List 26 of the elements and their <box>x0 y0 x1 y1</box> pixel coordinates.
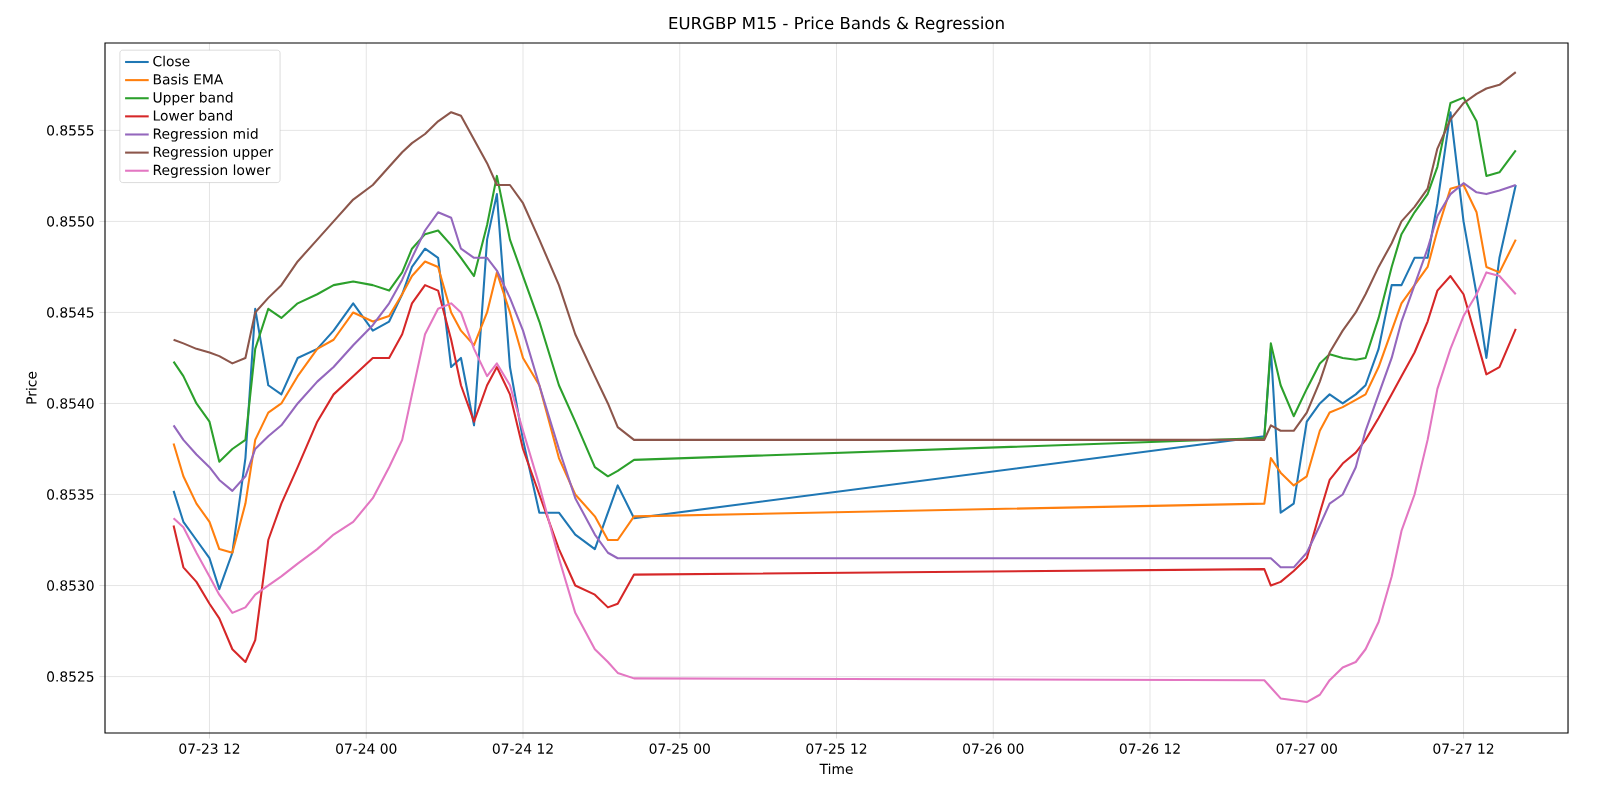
x-tick-label: 07-25 12 <box>806 743 867 754</box>
legend-label: Regression upper <box>153 146 274 160</box>
legend-label: Regression lower <box>153 164 271 178</box>
x-tick-label: 07-25 00 <box>649 743 710 754</box>
x-tick-label: 07-26 00 <box>963 743 1024 754</box>
x-tick-label: 07-27 00 <box>1276 743 1337 754</box>
legend-label: Regression mid <box>153 128 258 142</box>
y-tick-label: 0.8550 <box>47 216 94 227</box>
y-tick-label: 0.8540 <box>47 398 94 409</box>
y-tick-label: 0.8545 <box>47 307 94 318</box>
x-tick-label: 07-26 12 <box>1119 743 1180 754</box>
legend-label: Basis EMA <box>153 73 224 85</box>
x-tick-label: 07-24 00 <box>336 743 397 754</box>
y-axis-title: Price <box>25 371 37 404</box>
y-tick-label: 0.8525 <box>47 671 94 682</box>
x-axis-title: Time <box>819 763 853 775</box>
x-tick-label: 07-23 12 <box>179 743 240 754</box>
legend-label: Upper band <box>153 91 233 106</box>
y-tick-label: 0.8535 <box>47 489 94 500</box>
legend-label: Lower band <box>153 110 232 121</box>
y-tick-label: 0.8555 <box>47 125 94 136</box>
y-tick-label: 0.8530 <box>47 580 94 591</box>
legend-label: Close <box>153 55 190 67</box>
x-tick-label: 07-24 12 <box>492 743 553 754</box>
chart-title: EURGBP M15 - Price Bands & Regression <box>669 16 1004 33</box>
x-tick-label: 07-27 12 <box>1433 743 1494 754</box>
